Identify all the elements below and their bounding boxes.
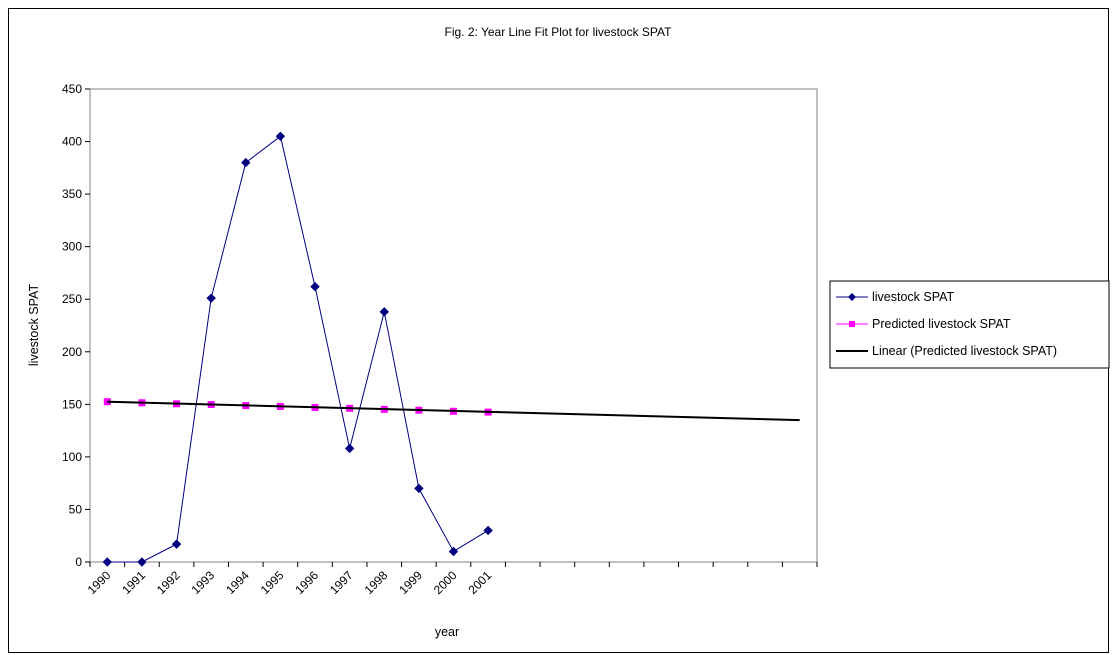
data-point-livestock-spat (137, 557, 147, 567)
trendline (107, 400, 800, 422)
x-tick-label: 1995 (258, 568, 287, 597)
legend-diamond-icon (848, 293, 856, 301)
y-axis: 0 50 100 150 200 250 300 350 400 450 (62, 82, 90, 569)
legend-label: livestock SPAT (872, 290, 955, 304)
plot-area (89, 88, 818, 563)
data-point-livestock-spat (483, 525, 493, 536)
data-point-livestock-spat (275, 131, 286, 142)
data-point-livestock-spat (171, 539, 182, 549)
data-point-livestock-spat (102, 557, 113, 567)
y-tick-label: 50 (69, 502, 83, 516)
x-axis: 1990 1991 1992 1993 1994 1995 1996 1997 1998 1999… (85, 562, 818, 597)
series-line (107, 135, 489, 563)
x-tick-label: 1998 (362, 568, 391, 597)
chart-title: Fig. 2: Year Line Fit Plot for livestock… (445, 25, 673, 39)
data-point-livestock-spat (206, 293, 216, 303)
x-tick-label: 2000 (431, 568, 460, 597)
y-tick-label: 350 (62, 187, 82, 201)
legend-label: Linear (Predicted livestock SPAT) (872, 344, 1057, 358)
x-tick-label: 1997 (327, 568, 356, 597)
x-tick-label: 1992 (154, 568, 183, 597)
x-tick-label: 1994 (223, 568, 252, 597)
legend-square-icon (849, 321, 855, 327)
y-tick-label: 200 (62, 345, 82, 359)
x-axis-title: year (435, 625, 459, 639)
x-tick-label: 1993 (189, 568, 218, 597)
legend-box (829, 280, 1110, 369)
data-point-livestock-spat (379, 307, 389, 317)
data-point-livestock-spat (448, 546, 459, 557)
data-point-livestock-spat (310, 281, 320, 292)
y-tick-label: 150 (62, 397, 82, 411)
data-point-livestock-spat (344, 443, 355, 454)
data-point-livestock-spat (241, 157, 251, 168)
x-tick-label: 1996 (292, 568, 321, 597)
x-tick-label: 1999 (396, 568, 425, 597)
legend-label: Predicted livestock SPAT (872, 317, 1011, 331)
y-tick-label: 0 (75, 555, 82, 569)
y-axis-title: livestock SPAT (27, 284, 41, 367)
y-tick-label: 450 (62, 82, 82, 96)
x-tick-label: 1991 (119, 568, 148, 597)
y-tick-label: 100 (62, 450, 82, 464)
y-tick-label: 400 (62, 135, 82, 149)
y-tick-label: 250 (62, 292, 82, 306)
legend: livestock SPAT Predicted livestock SPAT Li… (829, 280, 1110, 369)
y-tick-label: 300 (62, 240, 82, 254)
series-layer (102, 131, 800, 567)
x-tick-label: 1990 (85, 568, 114, 597)
data-point-livestock-spat (414, 483, 424, 494)
x-tick-label: 2001 (465, 568, 494, 597)
